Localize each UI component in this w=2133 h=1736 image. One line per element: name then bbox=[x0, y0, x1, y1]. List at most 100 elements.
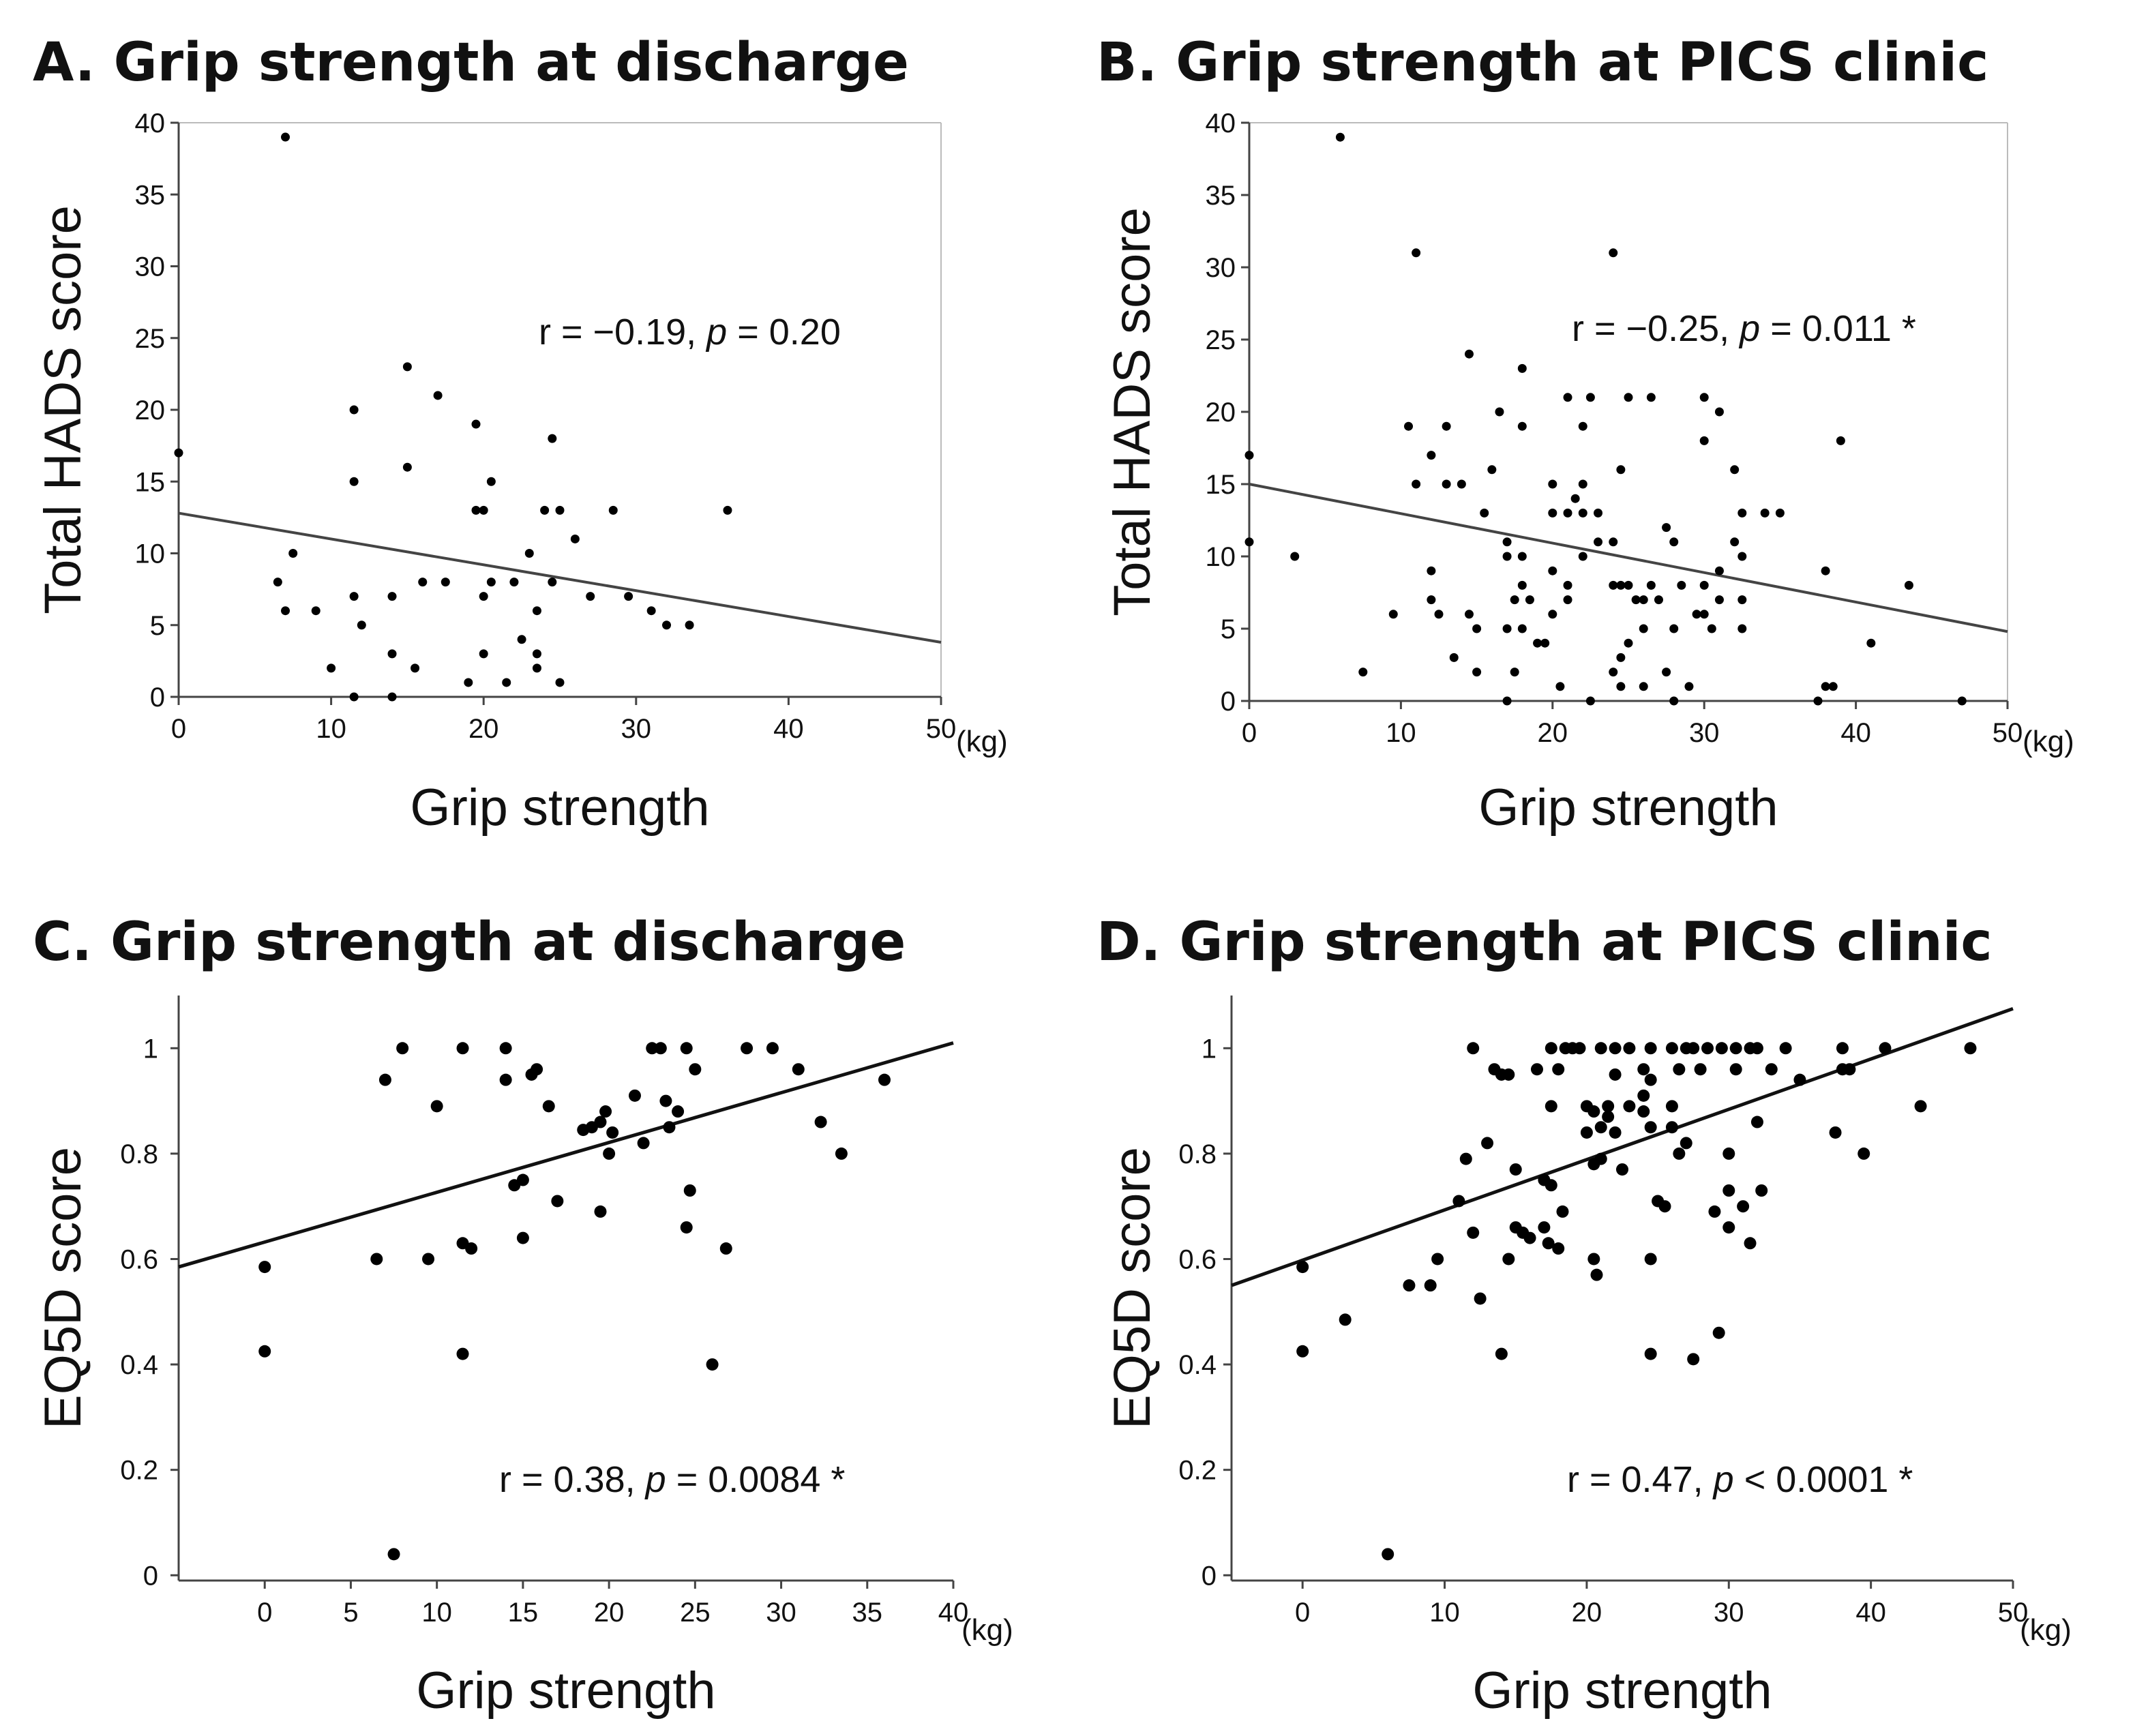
data-point bbox=[1578, 552, 1587, 561]
data-point bbox=[741, 1042, 754, 1055]
y-tick-label: 0.2 bbox=[120, 1456, 158, 1486]
data-point bbox=[258, 1261, 271, 1274]
data-point bbox=[646, 606, 656, 616]
x-tick-label: 0 bbox=[171, 714, 186, 744]
data-point bbox=[1563, 393, 1572, 402]
data-point bbox=[1646, 393, 1656, 402]
y-tick-label: 0.6 bbox=[1178, 1244, 1217, 1274]
data-point bbox=[1609, 1068, 1622, 1081]
data-point bbox=[411, 663, 420, 673]
data-point bbox=[1623, 1042, 1636, 1055]
data-point bbox=[1737, 508, 1747, 518]
data-point bbox=[531, 1063, 543, 1076]
x-tick-label: 25 bbox=[680, 1598, 711, 1628]
stat-annotation: r = −0.25, p = 0.011 * bbox=[1572, 308, 1916, 349]
data-point bbox=[1722, 1184, 1735, 1197]
data-point bbox=[628, 1089, 641, 1102]
regression-line bbox=[1249, 483, 2008, 633]
data-point bbox=[479, 649, 488, 659]
y-tick-label: 25 bbox=[1206, 325, 1236, 355]
data-point bbox=[1701, 1042, 1714, 1055]
stat-r-text: r = −0.25, bbox=[1572, 308, 1740, 349]
panel-c: C. Grip strength at discharge 0 0.2 0.4 0.6 0… bbox=[33, 912, 1013, 1720]
data-point bbox=[1459, 1152, 1472, 1165]
y-tick-label: 15 bbox=[1206, 470, 1236, 500]
data-point bbox=[1813, 696, 1823, 706]
data-point bbox=[1517, 421, 1527, 431]
data-point bbox=[1502, 696, 1512, 706]
data-point bbox=[1585, 696, 1595, 706]
x-tick-label: 20 bbox=[1572, 1598, 1602, 1628]
data-point bbox=[1412, 248, 1421, 258]
data-point bbox=[1730, 465, 1740, 475]
data-point bbox=[1722, 1221, 1735, 1234]
data-point bbox=[1609, 668, 1618, 677]
data-point bbox=[532, 606, 541, 616]
data-point bbox=[1517, 363, 1527, 373]
data-point bbox=[603, 1147, 616, 1160]
data-point bbox=[1714, 595, 1724, 605]
data-point bbox=[1434, 610, 1444, 619]
data-point bbox=[1517, 580, 1527, 590]
data-point bbox=[387, 1548, 400, 1561]
y-tick-label: 0.4 bbox=[1178, 1350, 1217, 1380]
stat-annotation: r = −0.19, p = 0.20 bbox=[539, 312, 841, 353]
data-point bbox=[1669, 624, 1679, 633]
x-axis-label: Grip strength bbox=[1478, 779, 1778, 837]
x-tick-label: 5 bbox=[343, 1598, 358, 1628]
x-tick-label: 50 bbox=[926, 714, 957, 744]
stat-significance: * bbox=[1898, 1459, 1913, 1500]
data-point bbox=[1712, 1326, 1725, 1339]
data-point bbox=[273, 578, 282, 587]
data-point bbox=[1662, 523, 1671, 533]
data-point bbox=[1737, 624, 1747, 633]
data-point bbox=[1616, 580, 1626, 590]
x-axis-label: Grip strength bbox=[416, 1662, 715, 1720]
data-point bbox=[524, 549, 534, 558]
data-point bbox=[1548, 566, 1557, 575]
panel-title: C. Grip strength at discharge bbox=[33, 912, 906, 973]
data-point bbox=[1714, 566, 1724, 575]
data-point bbox=[479, 592, 488, 601]
data-point bbox=[1472, 668, 1482, 677]
data-point bbox=[1602, 1100, 1615, 1113]
data-point bbox=[1609, 537, 1618, 547]
stat-p-symbol: p bbox=[1712, 1459, 1734, 1500]
data-point bbox=[1244, 451, 1254, 460]
data-point bbox=[1836, 1042, 1849, 1055]
data-point bbox=[540, 505, 550, 515]
data-point bbox=[1502, 552, 1512, 561]
data-point bbox=[1654, 595, 1663, 605]
data-point bbox=[1639, 624, 1648, 633]
data-point bbox=[456, 1347, 469, 1360]
data-point bbox=[659, 1094, 672, 1107]
data-point bbox=[1616, 653, 1626, 662]
x-unit-label: (kg) bbox=[961, 1613, 1013, 1647]
data-point bbox=[1729, 1063, 1742, 1076]
data-point bbox=[1431, 1253, 1444, 1266]
y-tick-label: 40 bbox=[1206, 108, 1236, 138]
data-point bbox=[1594, 1121, 1607, 1134]
stat-annotation: r = 0.38, p = 0.0084 * bbox=[499, 1459, 845, 1500]
data-point bbox=[663, 1121, 676, 1134]
data-point bbox=[1673, 1063, 1686, 1076]
x-tick-label: 20 bbox=[468, 714, 499, 744]
data-point bbox=[1708, 1205, 1721, 1218]
stat-p-symbol: p bbox=[1738, 308, 1760, 349]
panel-d: D. Grip strength at PICS clinic 0 0.2 0.4 0.… bbox=[1097, 912, 2072, 1720]
data-point bbox=[1533, 638, 1542, 648]
data-point bbox=[1594, 537, 1603, 547]
data-point bbox=[349, 692, 359, 702]
data-point bbox=[1548, 479, 1557, 489]
y-tick-label: 0 bbox=[1202, 1561, 1217, 1591]
x-tick-label: 20 bbox=[1538, 718, 1568, 748]
y-tick-label: 0 bbox=[1221, 687, 1236, 717]
data-point bbox=[1510, 668, 1519, 677]
data-point bbox=[1481, 1137, 1494, 1150]
data-point bbox=[532, 649, 541, 659]
data-point bbox=[1545, 1179, 1557, 1192]
data-point bbox=[1714, 407, 1724, 417]
data-point bbox=[1457, 479, 1466, 489]
x-tick-label: 40 bbox=[1855, 1598, 1886, 1628]
regression-line bbox=[178, 1041, 954, 1269]
